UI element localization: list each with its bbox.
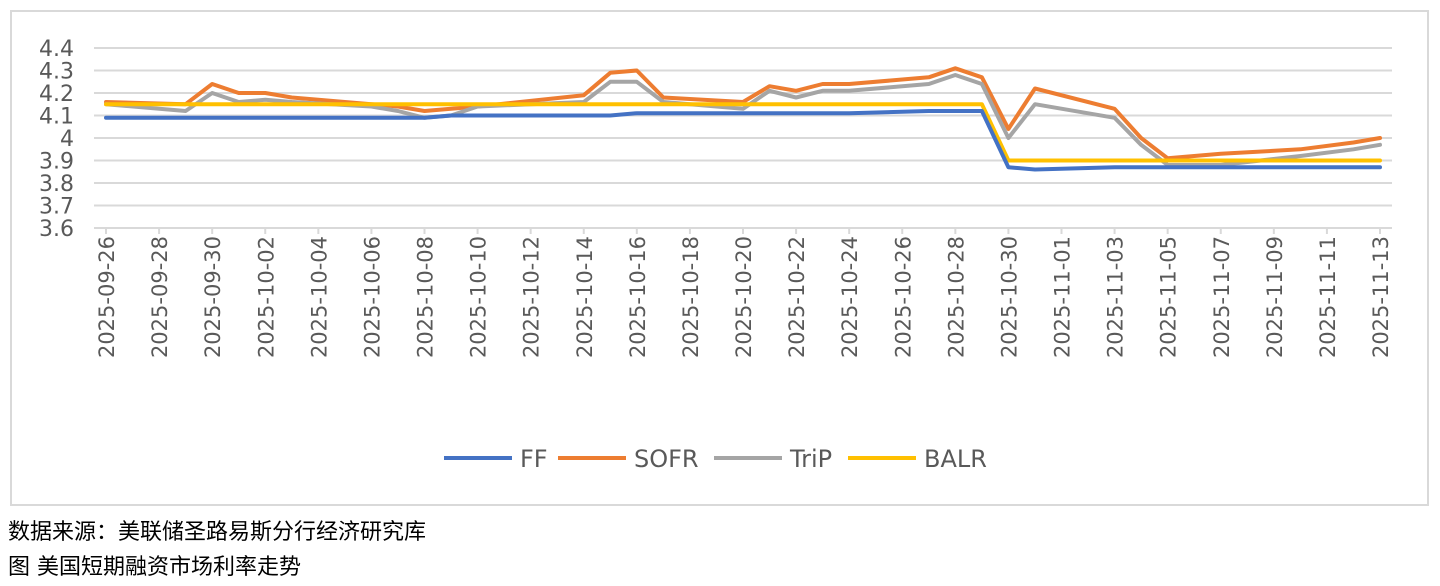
x-tick-label: 2025-11-05 [1157,236,1181,358]
x-tick-label: 2025-10-04 [307,236,331,358]
x-tick-label: 2025-09-30 [201,236,225,358]
series-line-ff [104,109,1382,172]
y-tick-label: 3.6 [39,217,74,242]
x-tick-label: 2025-10-02 [254,236,278,358]
x-tick-label: 2025-10-14 [573,236,597,358]
legend-label-balr: BALR [924,445,987,473]
x-tick-label: 2025-09-28 [148,236,172,358]
x-tick-label: 2025-10-06 [360,236,384,358]
x-tick-label: 2025-11-01 [1051,236,1075,358]
legend-label-sofr: SOFR [634,445,699,473]
x-tick-label: 2025-11-03 [1104,236,1128,358]
x-tick-label: 2025-10-18 [679,236,703,358]
series-lines [104,66,1382,172]
series-line-balr [104,102,1382,163]
x-axis-ticks: 2025-09-26 2025-09-28 2025-09-30 2025-10-02… [95,228,1393,358]
series-line-sofr [104,66,1382,161]
x-tick-label: 2025-10-12 [520,236,544,358]
y-tick-label: 4.1 [39,105,74,130]
y-tick-label: 3.9 [39,150,74,175]
y-tick-label: 4.3 [39,60,74,85]
series-line-trip [104,73,1382,167]
legend: FF SOFR TriP BALR [444,445,987,473]
x-tick-label: 2025-10-22 [785,236,809,358]
x-tick-label: 2025-10-24 [838,236,862,358]
gridlines [94,47,1392,229]
x-tick-label: 2025-10-10 [467,236,491,358]
x-tick-label: 2025-09-26 [95,236,119,358]
x-tick-label: 2025-10-08 [414,236,438,358]
y-tick-label: 4.4 [39,37,74,62]
source-caption: 数据来源：美联储圣路易斯分行经济研究库 [8,520,427,545]
x-tick-label: 2025-11-13 [1369,236,1393,358]
y-tick-label: 4.2 [39,82,74,107]
x-tick-label: 2025-10-20 [732,236,756,358]
y-tick-label: 3.8 [39,172,74,197]
figure-caption: 图 美国短期融资市场利率走势 [8,555,301,580]
x-tick-label: 2025-11-07 [1210,236,1234,358]
y-tick-label: 4 [60,127,74,152]
x-tick-label: 2025-10-16 [626,236,650,358]
legend-label-trip: TriP [789,445,832,473]
y-tick-label: 3.7 [39,195,74,220]
x-tick-label: 2025-10-26 [891,236,915,358]
x-tick-label: 2025-11-09 [1263,236,1287,358]
x-tick-label: 2025-10-28 [944,236,968,358]
x-tick-label: 2025-11-11 [1316,236,1340,358]
x-tick-label: 2025-10-30 [997,236,1021,358]
y-axis-ticks: 4.44.34.24.143.93.83.73.6 [39,37,74,242]
line-chart: 4.44.34.24.143.93.83.73.6 2025-09-26 2025… [39,37,1393,473]
legend-label-ff: FF [520,445,548,473]
